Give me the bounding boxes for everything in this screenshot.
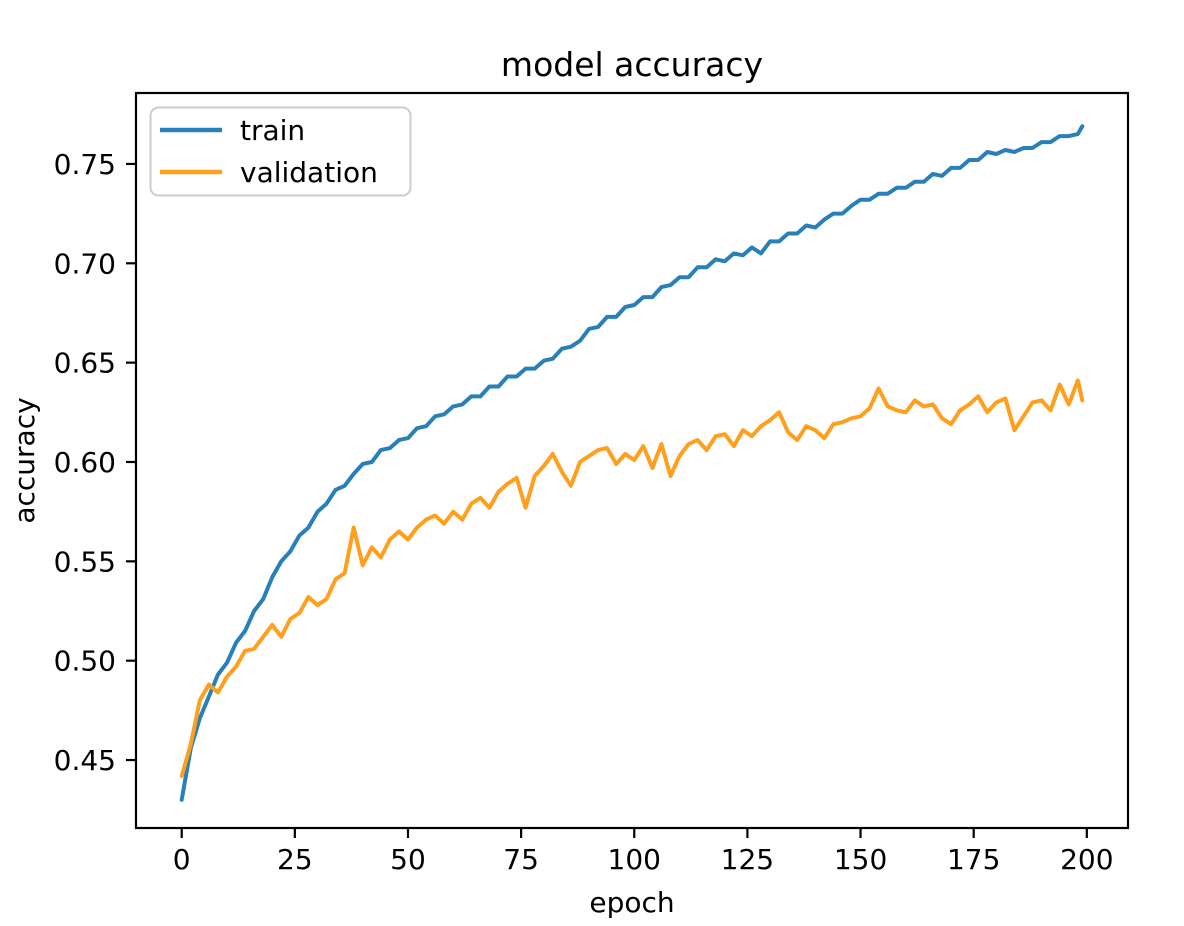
- y-tick-label: 0.55: [54, 545, 116, 578]
- x-tick-label: 125: [721, 843, 774, 876]
- train-line: [179, 124, 1085, 802]
- legend: train validation: [149, 106, 412, 197]
- plot-border: [134, 91, 1130, 830]
- x-tick-label: 150: [834, 843, 887, 876]
- x-tick-label: 75: [503, 843, 539, 876]
- y-axis-ticks: 0.45 0.50 0.55 0.60 0.65 0.70 0.75: [54, 148, 136, 777]
- x-tick-label: 175: [947, 843, 1000, 876]
- x-axis-label: epoch: [589, 886, 674, 919]
- x-tick-label: 100: [608, 843, 661, 876]
- x-tick-label: 50: [390, 843, 426, 876]
- legend-validation-label: validation: [240, 156, 378, 189]
- x-tick-label: 0: [173, 843, 191, 876]
- y-tick-label: 0.50: [54, 645, 116, 678]
- y-tick-label: 0.45: [54, 744, 116, 777]
- legend-train-label: train: [240, 114, 305, 147]
- series-lines: [179, 124, 1085, 802]
- y-axis-label: accuracy: [8, 397, 41, 523]
- chart-title: model accuracy: [501, 45, 763, 84]
- y-tick-label: 0.65: [54, 347, 116, 380]
- y-tick-label: 0.75: [54, 148, 116, 181]
- x-tick-label: 200: [1060, 843, 1113, 876]
- x-axis-ticks: 0 25 50 75 100 125 150 175 200: [173, 828, 1114, 876]
- x-tick-label: 25: [277, 843, 313, 876]
- validation-line: [179, 378, 1085, 778]
- y-tick-label: 0.60: [54, 446, 116, 479]
- y-tick-label: 0.70: [54, 247, 116, 280]
